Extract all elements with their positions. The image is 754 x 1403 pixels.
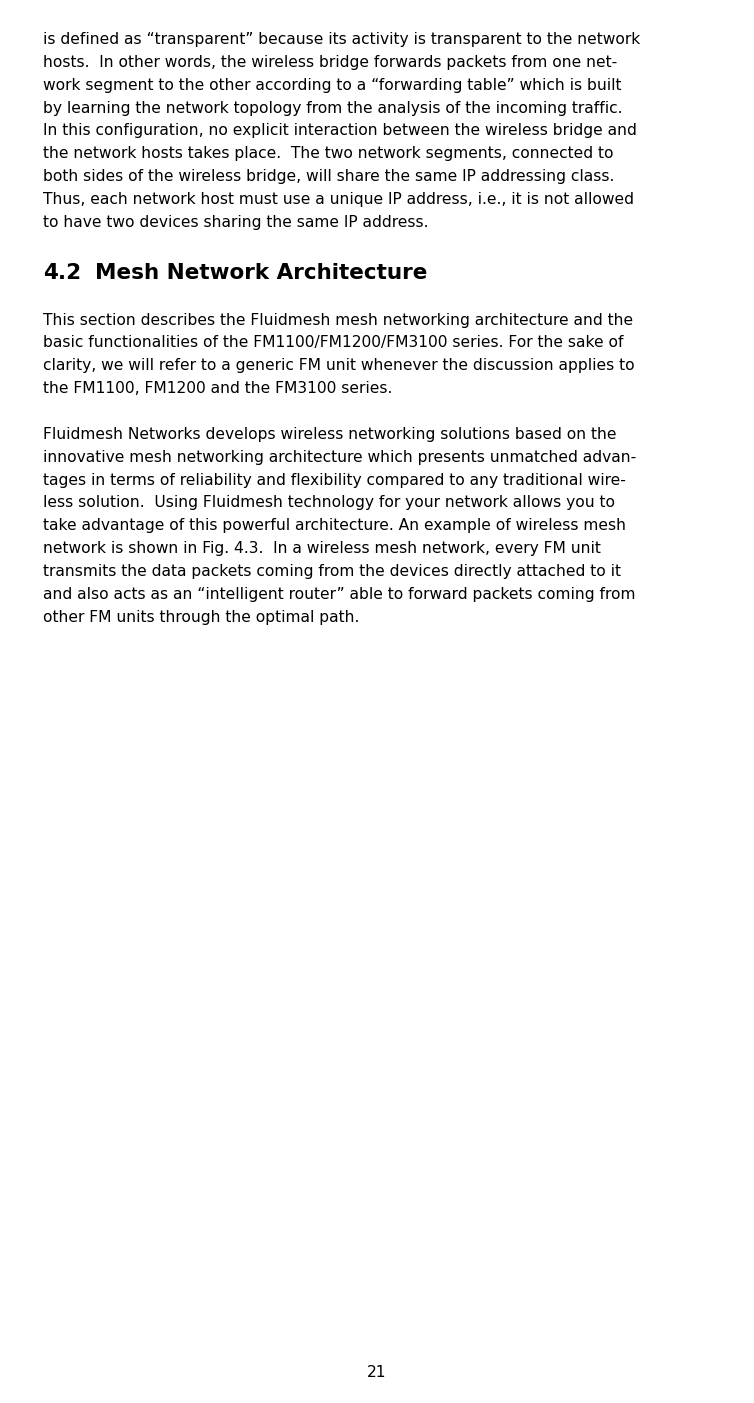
Text: is defined as “transparent” because its activity is transparent to the network: is defined as “transparent” because its … xyxy=(43,32,640,46)
Text: Mesh Network Architecture: Mesh Network Architecture xyxy=(95,262,428,283)
Text: Thus, each network host must use a unique IP address, i.e., it is not allowed: Thus, each network host must use a uniqu… xyxy=(43,192,634,208)
Text: innovative mesh networking architecture which presents unmatched advan-: innovative mesh networking architecture … xyxy=(43,450,636,464)
Text: by learning the network topology from the analysis of the incoming traffic.: by learning the network topology from th… xyxy=(43,101,623,115)
Text: less solution.  Using Fluidmesh technology for your network allows you to: less solution. Using Fluidmesh technolog… xyxy=(43,495,615,511)
Text: clarity, we will refer to a generic FM unit whenever the discussion applies to: clarity, we will refer to a generic FM u… xyxy=(43,358,635,373)
Text: transmits the data packets coming from the devices directly attached to it: transmits the data packets coming from t… xyxy=(43,564,621,579)
Text: the network hosts takes place.  The two network segments, connected to: the network hosts takes place. The two n… xyxy=(43,146,614,161)
Text: to have two devices sharing the same IP address.: to have two devices sharing the same IP … xyxy=(43,215,428,230)
Text: work segment to the other according to a “forwarding table” which is built: work segment to the other according to a… xyxy=(43,77,621,93)
Text: basic functionalities of the FM1100/FM1200/FM3100 series. For the sake of: basic functionalities of the FM1100/FM12… xyxy=(43,335,624,351)
Text: tages in terms of reliability and flexibility compared to any traditional wire-: tages in terms of reliability and flexib… xyxy=(43,473,626,488)
Text: 21: 21 xyxy=(367,1365,387,1381)
Text: and also acts as an “intelligent router” able to forward packets coming from: and also acts as an “intelligent router”… xyxy=(43,586,636,602)
Text: take advantage of this powerful architecture. An example of wireless mesh: take advantage of this powerful architec… xyxy=(43,518,626,533)
Text: In this configuration, no explicit interaction between the wireless bridge and: In this configuration, no explicit inter… xyxy=(43,123,637,139)
Text: This section describes the Fluidmesh mesh networking architecture and the: This section describes the Fluidmesh mes… xyxy=(43,313,633,327)
Text: 4.2: 4.2 xyxy=(43,262,81,283)
Text: network is shown in Fig. 4.3.  In a wireless mesh network, every FM unit: network is shown in Fig. 4.3. In a wirel… xyxy=(43,542,601,556)
Text: Fluidmesh Networks develops wireless networking solutions based on the: Fluidmesh Networks develops wireless net… xyxy=(43,427,617,442)
Text: the FM1100, FM1200 and the FM3100 series.: the FM1100, FM1200 and the FM3100 series… xyxy=(43,382,392,396)
Text: other FM units through the optimal path.: other FM units through the optimal path. xyxy=(43,610,360,624)
Text: hosts.  In other words, the wireless bridge forwards packets from one net-: hosts. In other words, the wireless brid… xyxy=(43,55,618,70)
Text: both sides of the wireless bridge, will share the same IP addressing class.: both sides of the wireless bridge, will … xyxy=(43,170,615,184)
